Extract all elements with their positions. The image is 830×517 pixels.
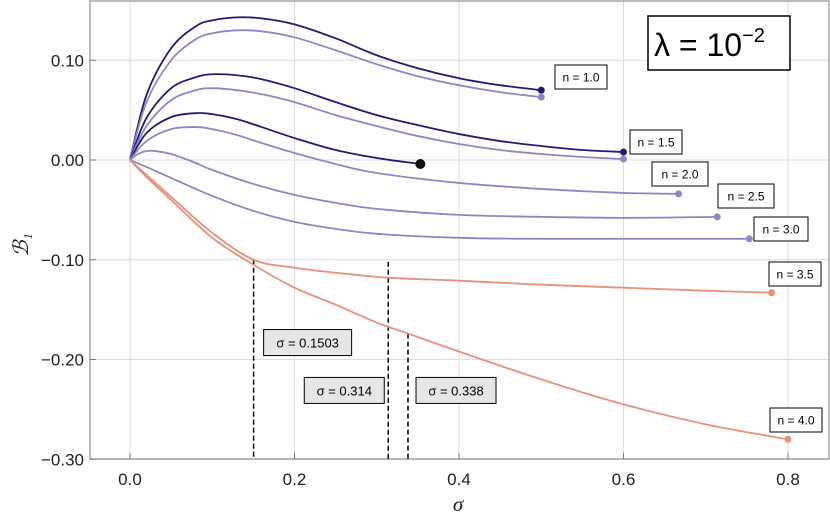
lambda-exponent: −2 [742,25,765,47]
series-label: n = 3.0 [762,223,799,237]
series-line [129,126,680,195]
lambda-box [647,15,791,71]
y-tick-label: −0.10 [41,251,84,270]
y-tick-label: −0.20 [41,351,84,370]
series-end-point [784,435,792,443]
lambda-label: λ = 10−2 [654,25,765,63]
series-label-box [717,183,775,209]
series-line [129,87,625,161]
series-label-box [753,216,809,242]
series-label: n = 2.0 [661,168,698,182]
series-line [129,29,543,161]
sigma-label-box [303,376,385,404]
series-label-box [651,161,709,187]
series-end-point [537,93,545,101]
series-end-point [713,213,721,221]
series-label-box [769,407,823,433]
series-end-point [415,158,426,169]
series-end-point [745,235,753,243]
series-line [129,16,543,161]
sigma-label-box [415,376,497,404]
lambda-base: λ = 10 [654,27,742,63]
lambda-annotation: λ = 10−2 [647,15,791,71]
series-end-point [537,86,545,94]
series-line [129,149,719,219]
series-end-point [620,155,627,163]
axis-ticks: 0.0 0.2 0.4 0.6 0.8 0.10 0.00 −0.10 −0.20 −0.30 [41,51,800,489]
series-label: n = 4.0 [777,414,814,428]
sigma-label-text: σ = 0.1503 [276,336,339,351]
series-line [129,112,422,165]
y-tick-label: 0.00 [51,151,84,170]
series-label: n = 1.0 [562,71,599,85]
x-tick-label: 0.8 [776,470,800,489]
y-tick-label: −0.30 [41,450,84,469]
x-tick-label: 0.4 [447,470,471,489]
x-axis-label: σ [453,492,465,516]
series-end-point [768,289,776,297]
series-labels: n = 1.0 n = 1.5 n = 2.0 n = 2.5 n = 3.0 n = 3… [554,64,823,433]
x-tick-label: 0.6 [612,470,636,489]
x-tick-label: 0.2 [283,470,307,489]
series-label-box [768,261,822,287]
series-group [129,16,792,443]
series-label: n = 3.5 [776,268,813,282]
y-axis-label: ℬ₁ [9,233,33,257]
sigma-label-text: σ = 0.338 [428,383,483,398]
series-label: n = 2.5 [727,190,764,204]
series-line [129,73,625,161]
sigma-label-text: σ = 0.314 [317,383,372,398]
sigma-label-box [263,329,353,357]
series-end-point [620,148,627,156]
series-label-box [629,129,683,155]
series-label-box [554,64,608,90]
dashed-markers: σ = 0.1503 σ = 0.314 σ = 0.338 [252,259,497,459]
series-line [129,159,789,441]
series-label: n = 1.5 [637,136,674,150]
series-line [129,159,773,294]
x-tick-label: 0.0 [118,470,142,489]
series-line [129,159,751,240]
series-end-point [675,190,683,198]
y-tick-label: 0.10 [51,51,84,70]
